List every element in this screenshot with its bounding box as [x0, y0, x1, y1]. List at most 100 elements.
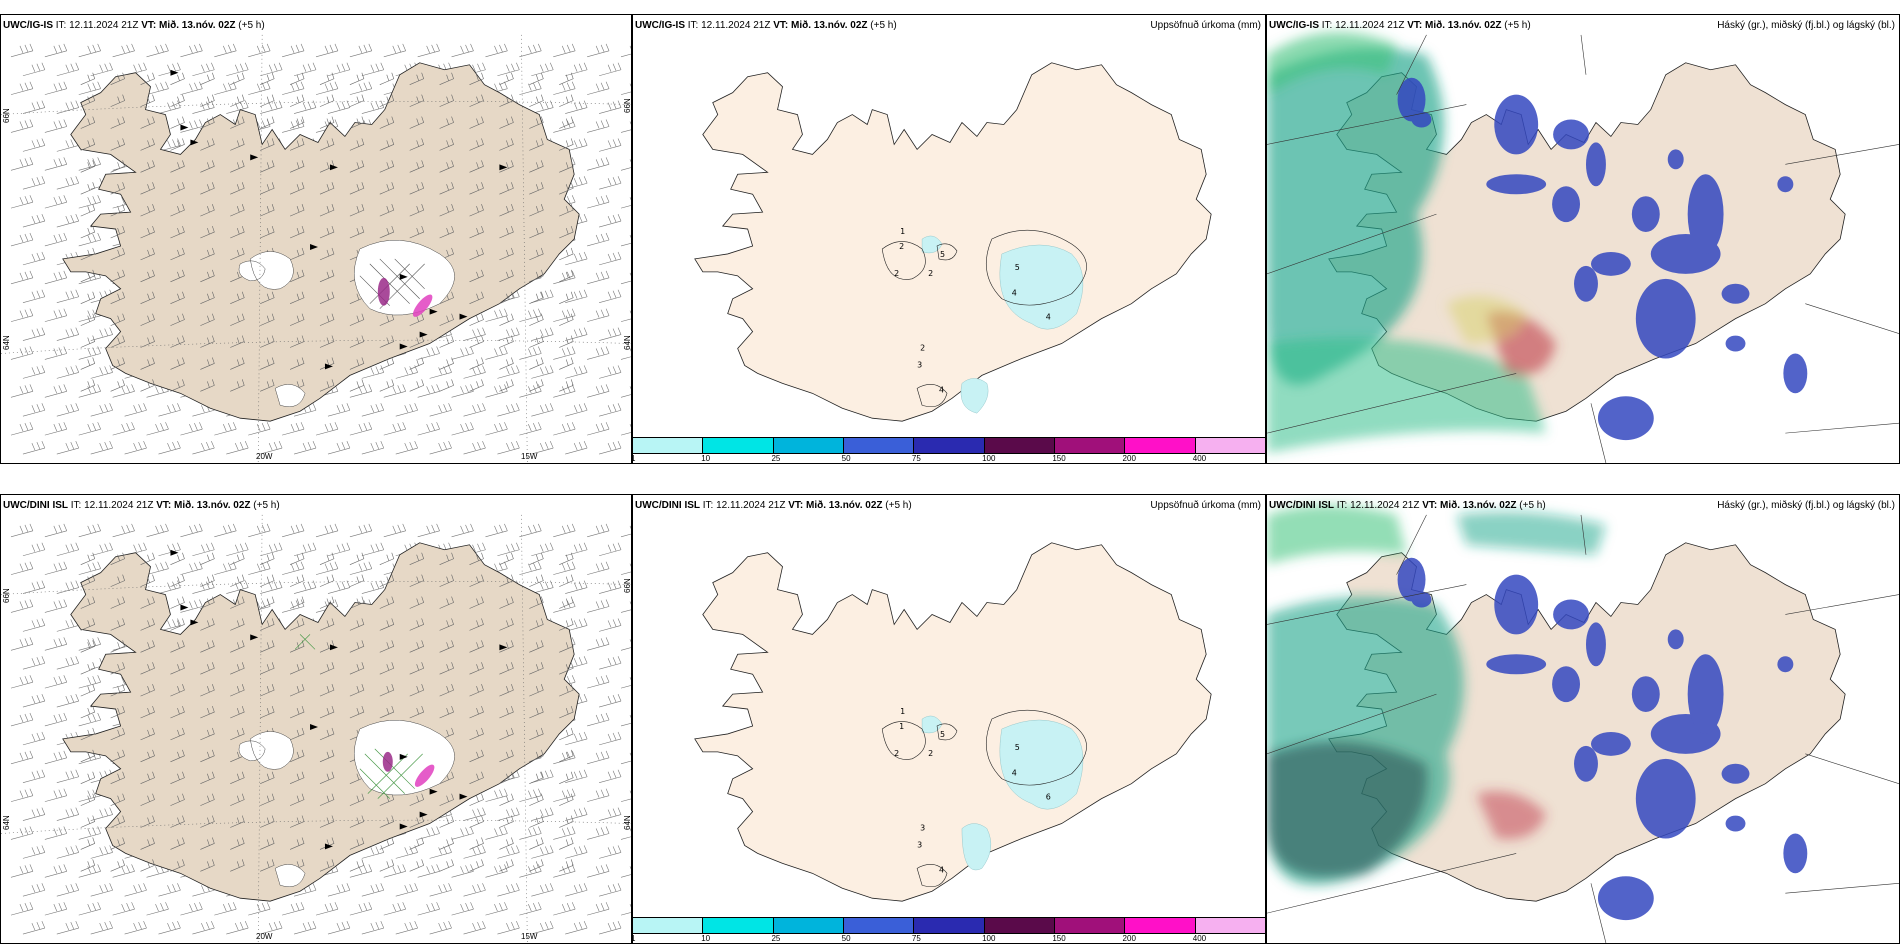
wind-barb: [10, 346, 34, 360]
wind-barb: [587, 599, 610, 613]
wind-barb: [158, 618, 181, 632]
wind-barb: [22, 440, 46, 455]
colorbar-swatch: [914, 438, 985, 453]
wind-barb: [10, 637, 34, 651]
wind-barb: [409, 640, 425, 653]
wind-barb: [565, 580, 588, 594]
wind-barb: [214, 561, 237, 575]
wind-barb: [289, 225, 305, 239]
wind-barb: [112, 523, 135, 538]
wind-barb: [293, 883, 317, 897]
colorbar-tick-label: 10: [701, 934, 711, 943]
wind-barb: [529, 291, 544, 304]
wind-barb: [44, 599, 68, 613]
precip-contour-label: 6: [1046, 793, 1051, 802]
wind-barb: [80, 379, 96, 392]
wind-pointer-marker: [190, 619, 199, 626]
wind-barb: [170, 182, 185, 195]
wind-barb: [140, 552, 155, 565]
heavy-precip-pink: [414, 764, 435, 787]
wind-map-panel-top: UWC/IG-IS IT: 12.11.2024 21Z VT: Mið. 13…: [0, 14, 632, 464]
wind-barb: [10, 195, 34, 209]
wind-barb: [319, 552, 335, 565]
wind-barb: [140, 574, 155, 587]
wind-barb: [140, 749, 155, 763]
wind-barb: [10, 232, 34, 247]
low-cloud-patch: [1721, 763, 1750, 784]
low-cloud-dark-sw: [1267, 741, 1428, 878]
wind-barb: [587, 308, 610, 322]
wind-barb: [260, 94, 275, 107]
wind-barb: [499, 837, 514, 850]
wind-barb: [469, 727, 484, 741]
wind-barb: [349, 552, 365, 565]
wind-barb: [78, 561, 101, 575]
wind-barb: [230, 552, 245, 565]
wind-barb: [499, 815, 514, 828]
wind-barb: [44, 422, 68, 436]
wind-barb: [319, 225, 335, 239]
wind-barb: [587, 232, 610, 247]
wind-barb: [439, 379, 454, 392]
wind-barb: [395, 365, 418, 379]
wind-barb: [529, 793, 544, 806]
wind-barb: [531, 100, 554, 114]
wind-barb: [587, 675, 610, 689]
wind-barb: [315, 902, 339, 916]
wind-barb: [599, 251, 622, 266]
wind-barb: [451, 422, 474, 436]
wind-barb: [293, 100, 317, 114]
wind-pointer-marker: [459, 313, 468, 320]
wind-barb: [409, 596, 425, 609]
wind-barb: [469, 684, 484, 697]
wind-barb: [439, 793, 454, 806]
wind-barb: [469, 705, 484, 719]
low-cloud-patch: [1494, 574, 1539, 635]
wind-barb: [170, 815, 185, 828]
wind-barb: [260, 580, 283, 594]
precip-contour-label: 5: [940, 250, 945, 259]
wind-barb: [282, 422, 305, 436]
colorbar-swatch: [843, 438, 915, 453]
wind-barb: [22, 693, 46, 708]
wind-barb: [379, 859, 395, 872]
wind-barb: [110, 269, 125, 283]
wind-barb: [409, 574, 425, 587]
wind-barb: [260, 160, 275, 173]
wind-barb: [499, 684, 514, 697]
precip-contour-label: 5: [940, 730, 945, 739]
wind-barb: [192, 580, 215, 594]
wind-barb: [349, 182, 365, 195]
wind-pointer-marker: [499, 644, 508, 651]
wind-barb: [565, 62, 588, 77]
wind-barb: [349, 379, 365, 392]
precip-contour-label: 3: [917, 840, 922, 849]
wind-barb: [497, 845, 520, 859]
wind-barb: [22, 769, 46, 784]
wind-barb: [559, 269, 574, 283]
wind-barb: [565, 769, 588, 784]
glacier-areas: [238, 239, 455, 407]
wind-barb: [361, 883, 385, 897]
wind-barb: [327, 62, 351, 77]
wind-barb: [319, 247, 335, 261]
lon-label-east: 15W: [521, 932, 538, 941]
wind-barb: [140, 705, 155, 719]
wind-barb: [349, 837, 365, 850]
low-cloud-patch: [1574, 745, 1598, 782]
wind-barb: [289, 552, 305, 565]
wind-barb: [80, 94, 96, 107]
wind-barb: [110, 357, 125, 370]
wind-barb: [349, 204, 365, 217]
wind-barb: [140, 727, 155, 741]
wind-barb: [230, 291, 245, 304]
wind-barb: [319, 793, 335, 806]
wind-barb: [379, 72, 395, 85]
wind-barb: [361, 440, 385, 455]
wind-barb: [485, 43, 508, 58]
wind-barb: [417, 902, 440, 916]
wind-barb: [110, 705, 125, 719]
wind-barb: [409, 837, 425, 850]
wind-barb: [463, 920, 486, 935]
wind-barb: [319, 727, 335, 741]
